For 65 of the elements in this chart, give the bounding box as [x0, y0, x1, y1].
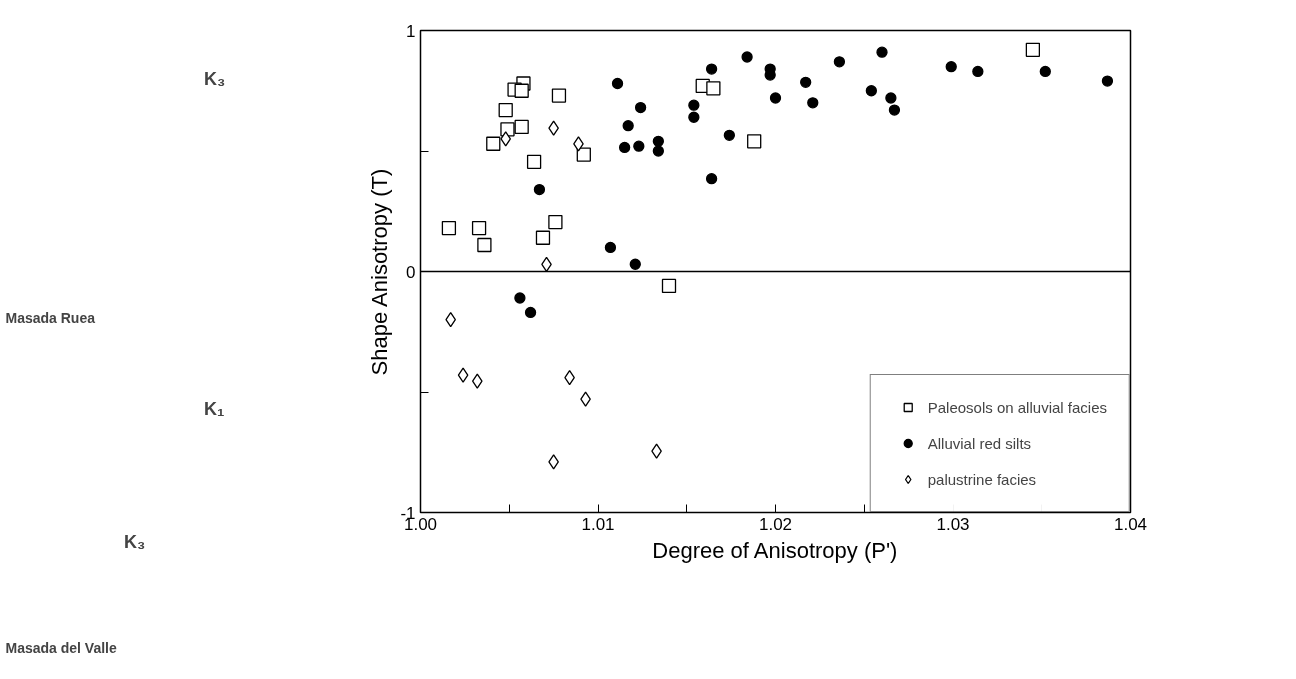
point: [576, 147, 591, 162]
text: K₃: [123, 532, 146, 553]
y-axis-title: Shape Anisotropy (T): [367, 168, 393, 376]
point: [769, 92, 782, 104]
point: [618, 141, 631, 154]
point: [652, 135, 664, 147]
point: [514, 292, 526, 304]
legend-label: Alluvial red silts: [927, 434, 1032, 452]
point: [865, 85, 877, 97]
point: [514, 83, 529, 98]
text: Masada Ruea: [5, 309, 96, 326]
y-tick-label: 0: [406, 262, 416, 282]
point: [471, 220, 487, 236]
point: [634, 101, 647, 114]
text: Masada del Valle: [5, 639, 117, 656]
point: [486, 136, 501, 151]
legend-label: palustrine facies: [927, 470, 1037, 488]
point: [548, 214, 563, 230]
point: [524, 306, 537, 319]
point: [807, 97, 819, 109]
legend-label: Paleosols on alluvial facies: [927, 398, 1107, 416]
point: [1025, 42, 1041, 57]
point: [611, 77, 624, 90]
point: [535, 230, 551, 245]
x-tick-label: 1.03: [936, 514, 970, 534]
text: K₁: [203, 398, 225, 419]
point: [622, 120, 634, 132]
point: [705, 63, 718, 75]
point: [800, 76, 812, 88]
point: [526, 154, 542, 169]
point: [972, 65, 984, 78]
point: [652, 145, 664, 157]
x-axis-title: Degree of Anisotropy (P'): [652, 537, 898, 563]
point: [500, 131, 512, 147]
point: [498, 102, 513, 118]
point: [604, 241, 617, 254]
point: [833, 56, 846, 68]
point: [551, 88, 567, 103]
point: [471, 373, 483, 389]
point: [723, 129, 735, 141]
x-tick-label: 1.04: [1113, 514, 1148, 534]
point: [1039, 65, 1051, 78]
point: [661, 278, 677, 294]
x-tick-label: 1.02: [758, 514, 793, 534]
y-tick-label: 1: [406, 21, 416, 41]
point: [706, 81, 721, 96]
text: K₃: [203, 68, 226, 89]
point: [888, 104, 901, 116]
point: [533, 183, 546, 196]
point: [688, 111, 700, 123]
point: [747, 134, 762, 149]
point: [705, 173, 718, 185]
point: [876, 46, 888, 58]
point: [457, 367, 469, 383]
point: [1101, 75, 1114, 87]
point: [514, 119, 529, 135]
point: [441, 220, 457, 236]
point: [629, 258, 641, 270]
point: [633, 140, 645, 152]
point: [945, 61, 957, 73]
point: [741, 51, 753, 63]
point: [885, 92, 897, 104]
point: [688, 99, 700, 111]
point: [477, 237, 492, 253]
x-tick-label: 1.01: [581, 514, 615, 534]
